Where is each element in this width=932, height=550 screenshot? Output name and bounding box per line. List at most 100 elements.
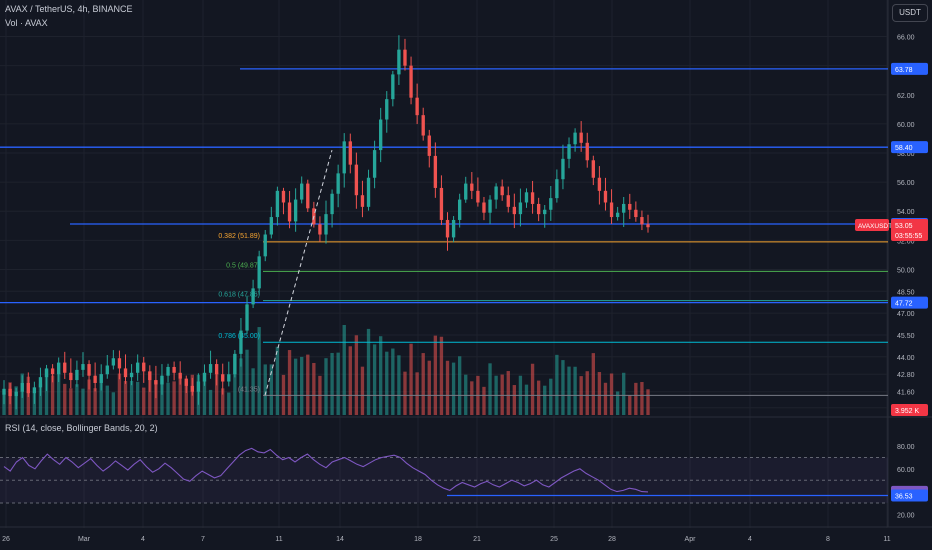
volume-bar xyxy=(263,364,267,415)
candle-body xyxy=(330,193,334,215)
volume-bar xyxy=(543,385,547,415)
fib-label: 0.382 (51.89) xyxy=(218,233,260,240)
volume-bar xyxy=(306,354,310,415)
level-price-tag: 58.40 xyxy=(895,145,913,152)
candle-body xyxy=(433,155,438,188)
time-tick-label: Apr xyxy=(685,536,697,543)
volume-bar xyxy=(214,372,219,415)
price-tick-label: 47.00 xyxy=(897,311,915,318)
volume-bar xyxy=(99,373,103,415)
volume-bar xyxy=(166,382,170,415)
time-axis[interactable]: 26 Mar 4 7 11 14 18 21 25 28 Apr 4 8 11 xyxy=(2,536,891,543)
candle-body xyxy=(300,183,304,200)
price-tick-label: 48.50 xyxy=(897,289,915,296)
candle-body xyxy=(81,364,85,370)
currency-button[interactable]: USDT xyxy=(892,4,928,22)
symbol-legend[interactable]: AVAX / TetherUS, 4h, BINANCE xyxy=(5,4,133,14)
candle-body xyxy=(281,190,286,203)
volume-bar xyxy=(640,382,644,415)
candle-body xyxy=(117,358,122,369)
candle-body xyxy=(208,364,213,373)
candle-body xyxy=(536,203,541,215)
volume-bar xyxy=(409,343,413,415)
candle-body xyxy=(628,203,632,210)
symbol-tag: AVAXUSDT xyxy=(858,223,892,230)
volume-bar xyxy=(111,392,116,415)
volume-bar xyxy=(221,388,225,415)
candle-body xyxy=(105,365,109,375)
fib-label: 0.5 (49.87) xyxy=(226,262,260,269)
fibonacci-retracement[interactable]: 0.382 (51.89) 0.5 (49.87) 0.618 (47.86) 0.7… xyxy=(218,233,888,396)
volume-bar xyxy=(506,371,510,415)
candle-body xyxy=(172,366,176,373)
volume-bar xyxy=(202,373,207,415)
time-tick-label: 18 xyxy=(414,536,422,543)
volume-bar xyxy=(433,335,438,415)
candle-body xyxy=(142,362,146,372)
candle-body xyxy=(421,115,425,136)
candle-body xyxy=(342,141,346,174)
volume-bar xyxy=(330,352,334,415)
candle-body xyxy=(427,135,431,156)
volume-bar xyxy=(366,328,371,415)
rsi-line xyxy=(3,447,649,493)
time-tick-label: 8 xyxy=(826,536,830,543)
volume-bar xyxy=(57,372,61,415)
candle-body xyxy=(184,378,188,386)
candle-body xyxy=(494,186,498,200)
fib-label: 0.618 (47.86) xyxy=(218,292,260,299)
volume-bar xyxy=(44,369,49,415)
price-tick-label: 45.50 xyxy=(897,333,915,340)
volume-bar xyxy=(439,336,444,415)
chart-grid xyxy=(0,0,932,528)
horizontal-levels[interactable] xyxy=(0,68,888,304)
candle-body xyxy=(233,353,237,375)
candle-body xyxy=(178,372,182,379)
candle-body xyxy=(555,179,559,199)
price-tick-label: 60.00 xyxy=(897,122,915,129)
candle-body xyxy=(500,186,504,196)
candle-body xyxy=(579,132,583,143)
candle-body xyxy=(306,183,310,209)
candle-body xyxy=(573,132,577,145)
candle-body xyxy=(32,387,37,394)
candle-body xyxy=(464,183,468,200)
price-tags: 63.7858.4053.1247.72AVAXUSDT53.0503:55:5… xyxy=(855,62,928,502)
candle-body xyxy=(409,65,413,98)
candle-body xyxy=(646,224,650,228)
candle-body xyxy=(415,97,419,116)
fib-label: (41.35) xyxy=(238,386,260,393)
time-tick-label: 4 xyxy=(141,536,145,543)
volume-bar xyxy=(445,360,450,415)
volume-bar xyxy=(421,353,425,415)
volume-bar xyxy=(372,344,377,415)
dashed-projection xyxy=(264,149,333,396)
rsi-legend[interactable]: RSI (14, close, Bollinger Bands, 20, 2) xyxy=(5,423,158,433)
candle-body xyxy=(227,374,231,382)
time-tick-label: 4 xyxy=(748,536,752,543)
candle-body xyxy=(372,150,377,178)
volume-bar xyxy=(135,381,140,415)
candle-body xyxy=(99,374,103,383)
candle-body xyxy=(609,202,614,218)
candle-body xyxy=(615,212,620,218)
rsi-support-label-bg xyxy=(891,489,928,502)
candle-body xyxy=(561,158,565,180)
candle-body xyxy=(336,173,340,194)
candle-body xyxy=(166,366,170,376)
volume-bar xyxy=(646,389,650,415)
volume-legend[interactable]: Vol · AVAX xyxy=(5,18,48,28)
candle-body xyxy=(567,144,571,159)
candle-body xyxy=(603,190,608,203)
candle-body xyxy=(445,219,450,238)
candle-body xyxy=(293,199,298,222)
volume-bar xyxy=(227,392,231,415)
time-tick-label: 14 xyxy=(336,536,344,543)
candle-body xyxy=(470,183,474,191)
candle-body xyxy=(44,368,49,378)
candle-body xyxy=(379,119,383,151)
volume-bar xyxy=(269,364,273,415)
candle-body xyxy=(348,141,352,165)
volume-bar xyxy=(342,325,346,415)
